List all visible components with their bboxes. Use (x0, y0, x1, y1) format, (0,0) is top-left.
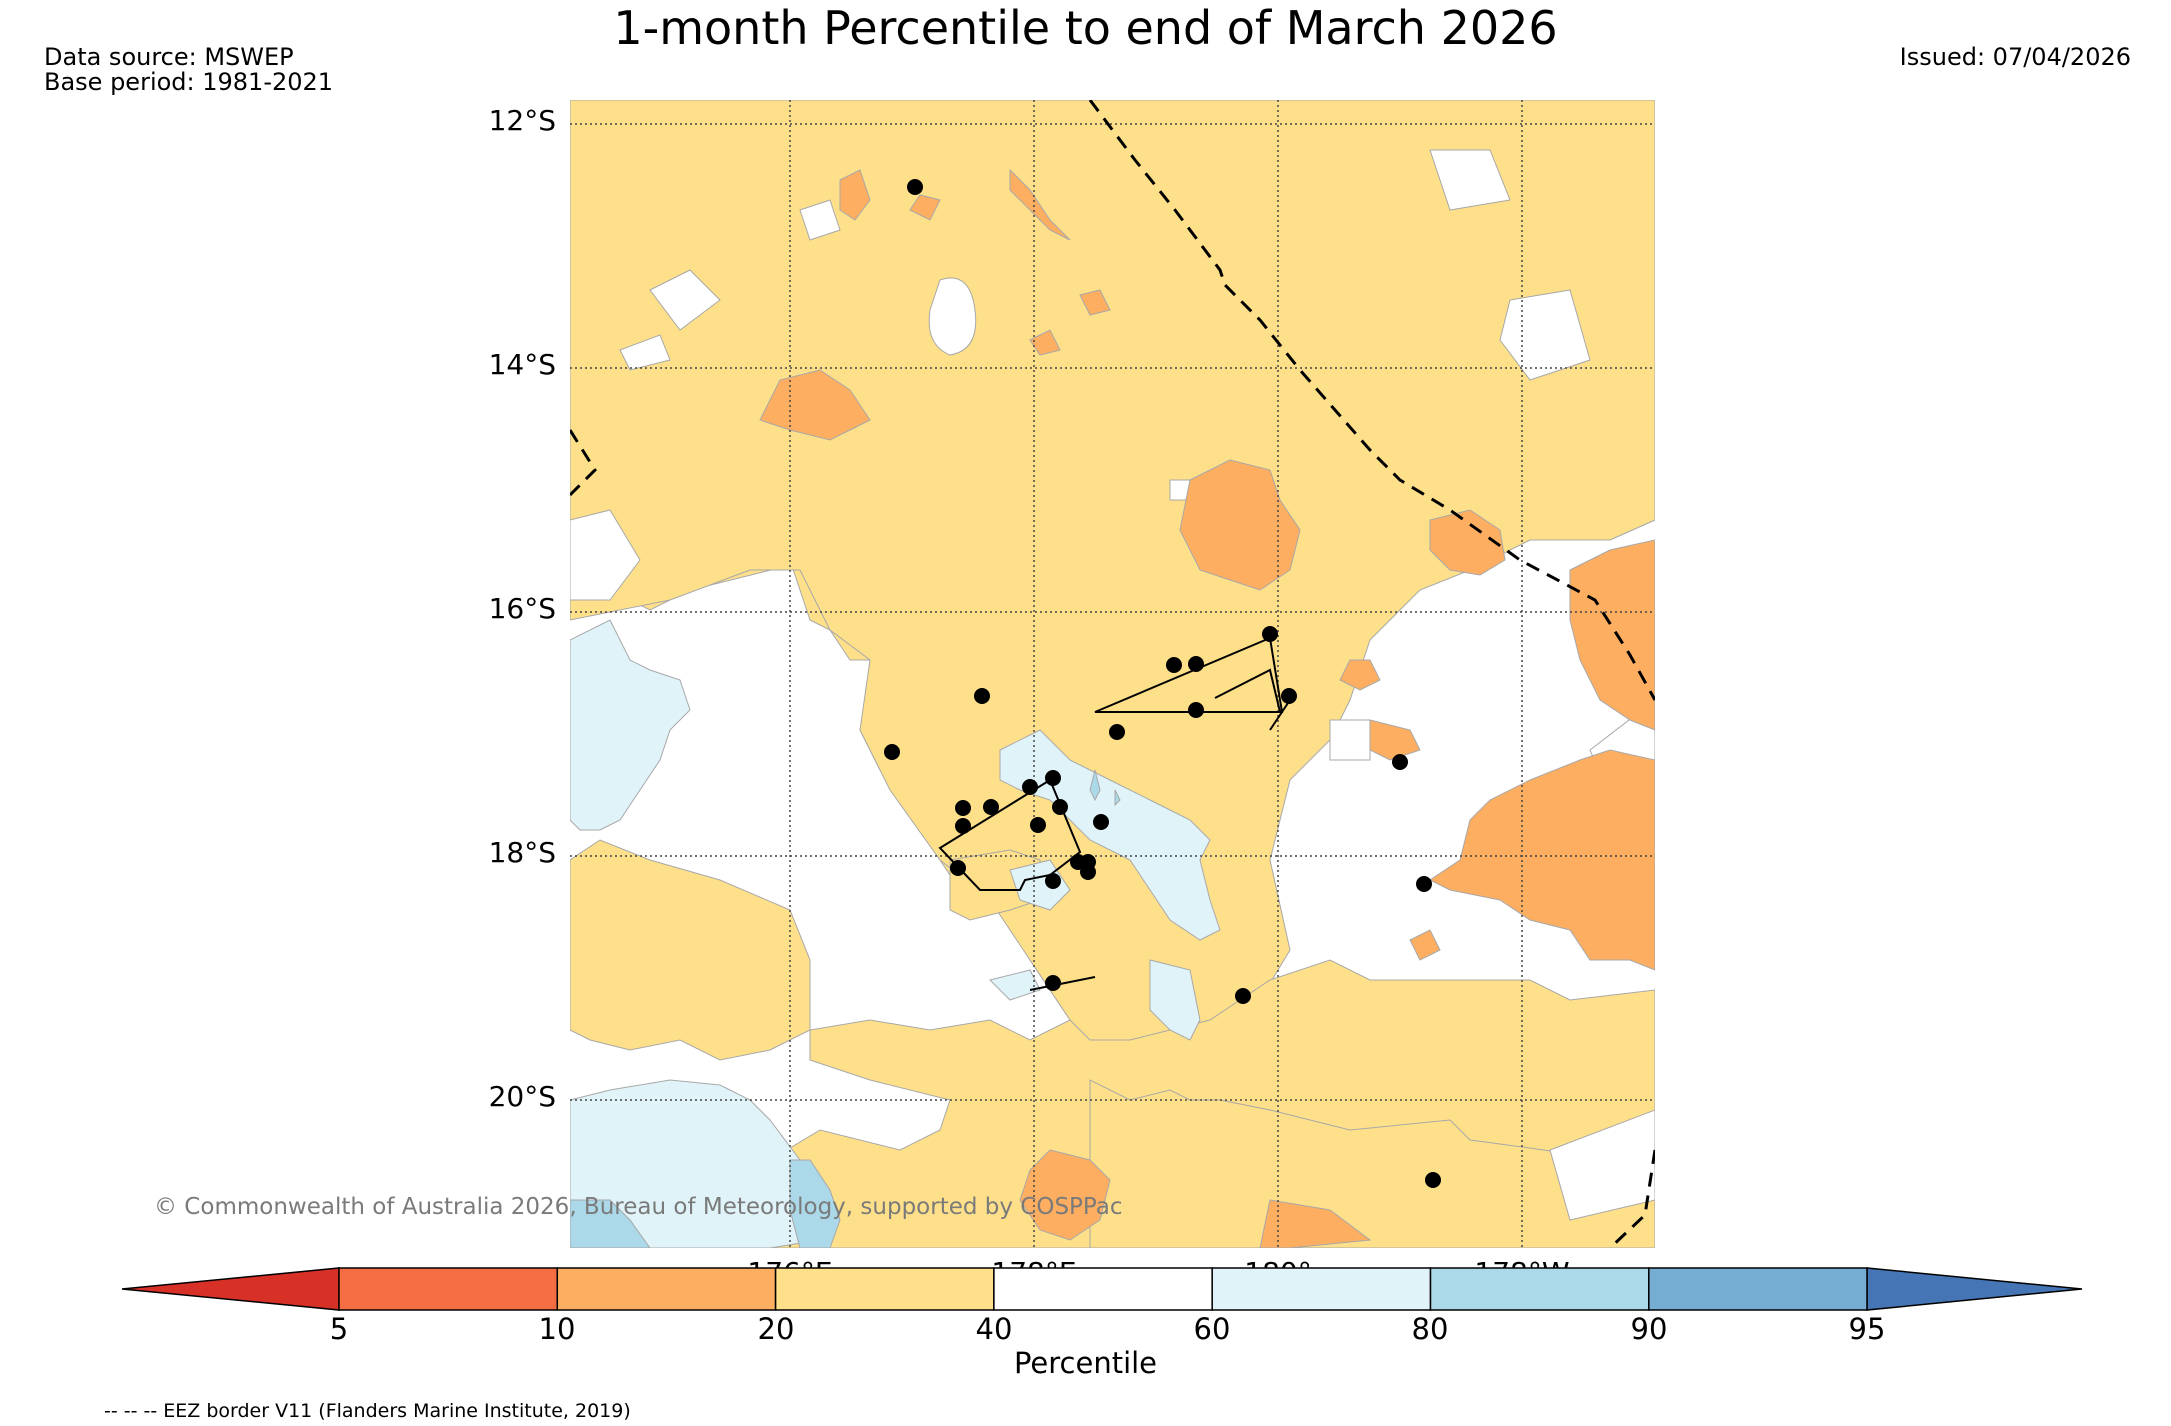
station-markers (884, 179, 1441, 1188)
colorbar-segment-2 (556, 1267, 777, 1311)
lat-label-16s: 16°S (488, 592, 556, 625)
colorbar (121, 1267, 2083, 1311)
lat-label-14s: 14°S (488, 348, 556, 381)
colorbar-tick-95: 95 (1848, 1312, 1886, 1346)
colorbar-segment-6 (1429, 1267, 1650, 1311)
eez-legend-note: -- -- -- EEZ border V11 (Flanders Marine… (104, 1400, 631, 1422)
eez-border (570, 100, 1655, 1248)
colorbar-tick-5: 5 (329, 1312, 349, 1346)
copyright-notice: © Commonwealth of Australia 2026, Bureau… (154, 1194, 1123, 1220)
colorbar-segment-3 (774, 1267, 995, 1311)
grid-lines (570, 100, 1655, 1248)
colorbar-tick-60: 60 (1193, 1312, 1231, 1346)
colorbar-tick-10: 10 (538, 1312, 576, 1346)
colorbar-tick-80: 80 (1411, 1312, 1449, 1346)
colorbar-tick-40: 40 (975, 1312, 1013, 1346)
percentile-map (570, 100, 1655, 1248)
data-source-label: Data source: MSWEP (44, 43, 294, 71)
contour-white-areas (570, 149, 1655, 1221)
lat-label-18s: 18°S (488, 836, 556, 869)
lat-label-12s: 12°S (488, 104, 556, 137)
colorbar-segment-below-5 (121, 1267, 340, 1311)
issued-date-label: Issued: 07/04/2026 (1899, 43, 2131, 71)
colorbar-segment-5 (1211, 1267, 1432, 1311)
colorbar-tick-90: 90 (1630, 1312, 1668, 1346)
colorbar-segment-above-95 (1866, 1267, 2083, 1311)
lat-label-20s: 20°S (488, 1080, 556, 1113)
colorbar-label: Percentile (1013, 1346, 1158, 1380)
chart-title: 1-month Percentile to end of March 2026 (613, 1, 1558, 55)
colorbar-tick-20: 20 (757, 1312, 795, 1346)
colorbar-segment-7 (1648, 1267, 1868, 1311)
colorbar-segment-4 (993, 1267, 1213, 1311)
contour-20-40 (570, 168, 1655, 1248)
colorbar-segment-1 (338, 1267, 559, 1311)
contour-80-90 (570, 769, 1121, 1248)
base-period-label: Base period: 1981-2021 (44, 68, 334, 96)
